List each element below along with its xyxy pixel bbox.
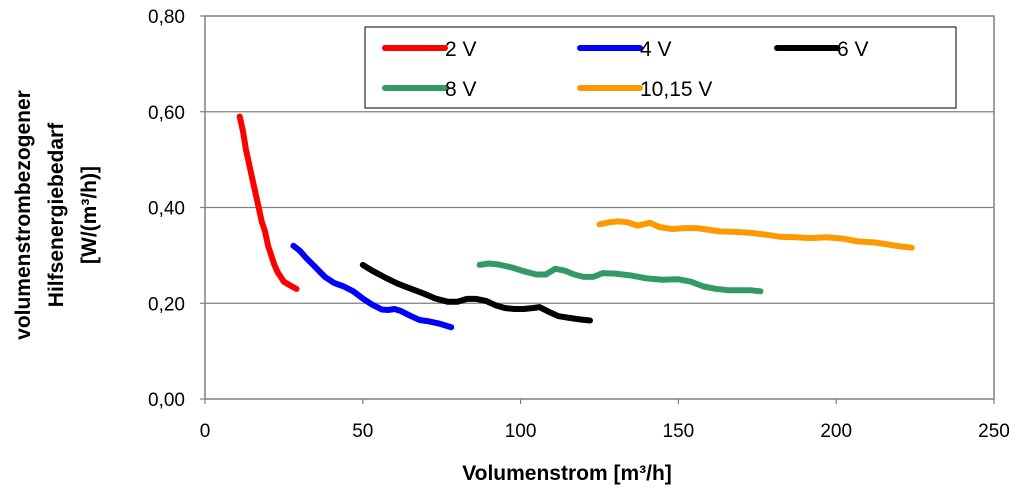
series-lines: [236, 113, 915, 331]
y-axis-title-line: Hilfsenergiebedarf: [45, 122, 68, 307]
y-tick-label: 0,80: [148, 7, 185, 28]
y-tick-label: 0,60: [148, 103, 185, 124]
series-line: [476, 260, 764, 295]
x-tick-label: 0: [200, 421, 211, 442]
x-tick-label: 200: [820, 421, 852, 442]
x-tick-label: 250: [978, 421, 1010, 442]
series-line: [359, 261, 593, 324]
series-line: [290, 242, 455, 331]
x-tick-label: 100: [505, 421, 537, 442]
gridlines: [205, 111, 994, 304]
y-axis-title: volumenstrombezogener Hilfsenergiebedarf […: [12, 90, 101, 340]
x-tick-label: 150: [663, 421, 695, 442]
y-axis-title-line: [W/(m³/h)]: [78, 166, 101, 264]
y-axis-ticks: 0,00 0,20 0,40 0,60 0,80: [148, 7, 205, 411]
series-line: [236, 113, 300, 292]
y-axis-title-line: volumenstrombezogener: [12, 90, 35, 340]
legend-label: 6 V: [837, 38, 869, 61]
legend-label: 8 V: [445, 78, 477, 101]
legend-label: 10,15 V: [640, 78, 712, 101]
legend: 2 V 4 V 6 V 8 V 10,15 V: [364, 26, 957, 109]
legend-label: 2 V: [445, 38, 477, 61]
y-tick-label: 0,20: [148, 294, 185, 315]
legend-label: 4 V: [640, 38, 672, 61]
x-tick-label: 50: [352, 421, 373, 442]
series-line: [596, 218, 915, 251]
x-axis-title: Volumenstrom [m³/h]: [462, 462, 672, 485]
y-tick-label: 0,00: [148, 390, 185, 411]
x-axis-ticks: 0 50 100 150 200 250: [200, 399, 1010, 442]
legend-box: [364, 26, 957, 109]
y-tick-label: 0,40: [148, 199, 185, 220]
